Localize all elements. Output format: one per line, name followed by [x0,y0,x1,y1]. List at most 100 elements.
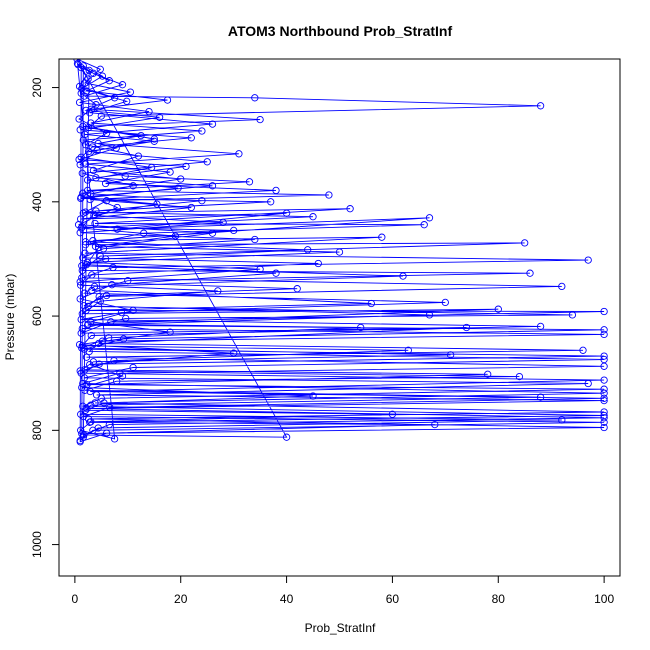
data-point [105,420,113,429]
data-point [85,347,93,356]
data-point [256,115,264,124]
data-point [309,392,317,400]
x-axis: 0 20 40 60 80 100 [72,575,614,606]
data-point [76,126,84,134]
data-point [118,81,127,89]
data-point [90,211,98,220]
data-point [109,263,117,272]
data-point [166,328,174,336]
data-point [113,377,121,385]
data-point [420,221,428,229]
data-point [171,232,180,240]
y-tick-label: 1000 [30,531,44,558]
data-point [558,282,566,291]
data-point [129,363,137,372]
data-point [81,141,90,149]
y-tick-label: 400 [30,191,44,211]
data-point [75,98,84,107]
data-point [76,278,84,286]
data-point [515,372,524,381]
data-point [98,337,107,345]
data-point [96,297,104,305]
data-point [80,345,89,353]
data-point [230,349,238,357]
data-point [251,94,259,102]
data-point [494,305,502,313]
data-point [95,243,103,252]
data-point [82,353,91,361]
y-axis-label: Pressure (mbar) [3,274,17,361]
data-point [80,289,89,297]
data-point [79,62,87,70]
data-point [536,102,545,110]
data-point [600,414,608,422]
data-point [76,161,84,169]
x-axis-label: Prob_StratInf [305,621,376,635]
data-point [119,335,128,343]
data-point [86,387,94,396]
x-tick-label: 60 [386,592,400,606]
data-point [335,248,344,256]
data-point [431,420,439,429]
data-point [214,287,222,295]
x-tick-label: 0 [72,592,79,606]
data-point [95,360,103,368]
data-point [89,166,98,175]
data-point [150,137,158,145]
data-point [79,412,87,421]
data-point [87,105,95,113]
data-point [101,179,110,188]
data-point [600,408,608,416]
series-layer [73,59,608,446]
data-point [163,96,172,104]
data-point [73,59,81,63]
data-point [600,330,608,339]
data-point [187,134,195,142]
data-point [150,135,158,143]
data-point [124,277,132,285]
data-point [235,150,243,158]
data-point [187,203,195,212]
data-point [117,308,126,317]
data-point [110,94,119,102]
data-point [155,113,164,121]
data-point [145,107,153,116]
data-point [97,394,105,402]
data-point [600,394,608,402]
data-point [89,426,97,434]
data-point [137,131,145,140]
data-point [600,389,608,397]
data-point [174,184,182,192]
data-point [526,269,534,277]
data-point [82,106,90,115]
data-point [90,282,99,291]
data-point [77,63,85,72]
data-point [82,87,91,95]
data-point [80,302,88,310]
data-point [75,155,83,164]
data-point [91,242,100,251]
data-point [446,351,455,359]
data-point [272,186,280,195]
data-point [81,241,90,249]
data-point [77,315,85,324]
data-point [230,226,238,235]
data-point [95,292,103,301]
data-point [558,416,566,424]
data-point [83,176,92,184]
data-point [584,379,592,388]
data-point [99,245,108,253]
data-point [568,311,577,319]
data-point [96,65,104,73]
data-point [441,298,449,307]
data-point [388,410,397,418]
data-point [78,430,86,438]
data-point [153,200,161,208]
data-point [81,79,89,87]
data-point [78,310,86,318]
data-point [198,197,206,205]
chart-title: ATOM3 Northbound Prob_StratInf [228,23,453,39]
data-point [112,144,120,152]
data-point [97,112,105,120]
data-point [282,433,291,441]
